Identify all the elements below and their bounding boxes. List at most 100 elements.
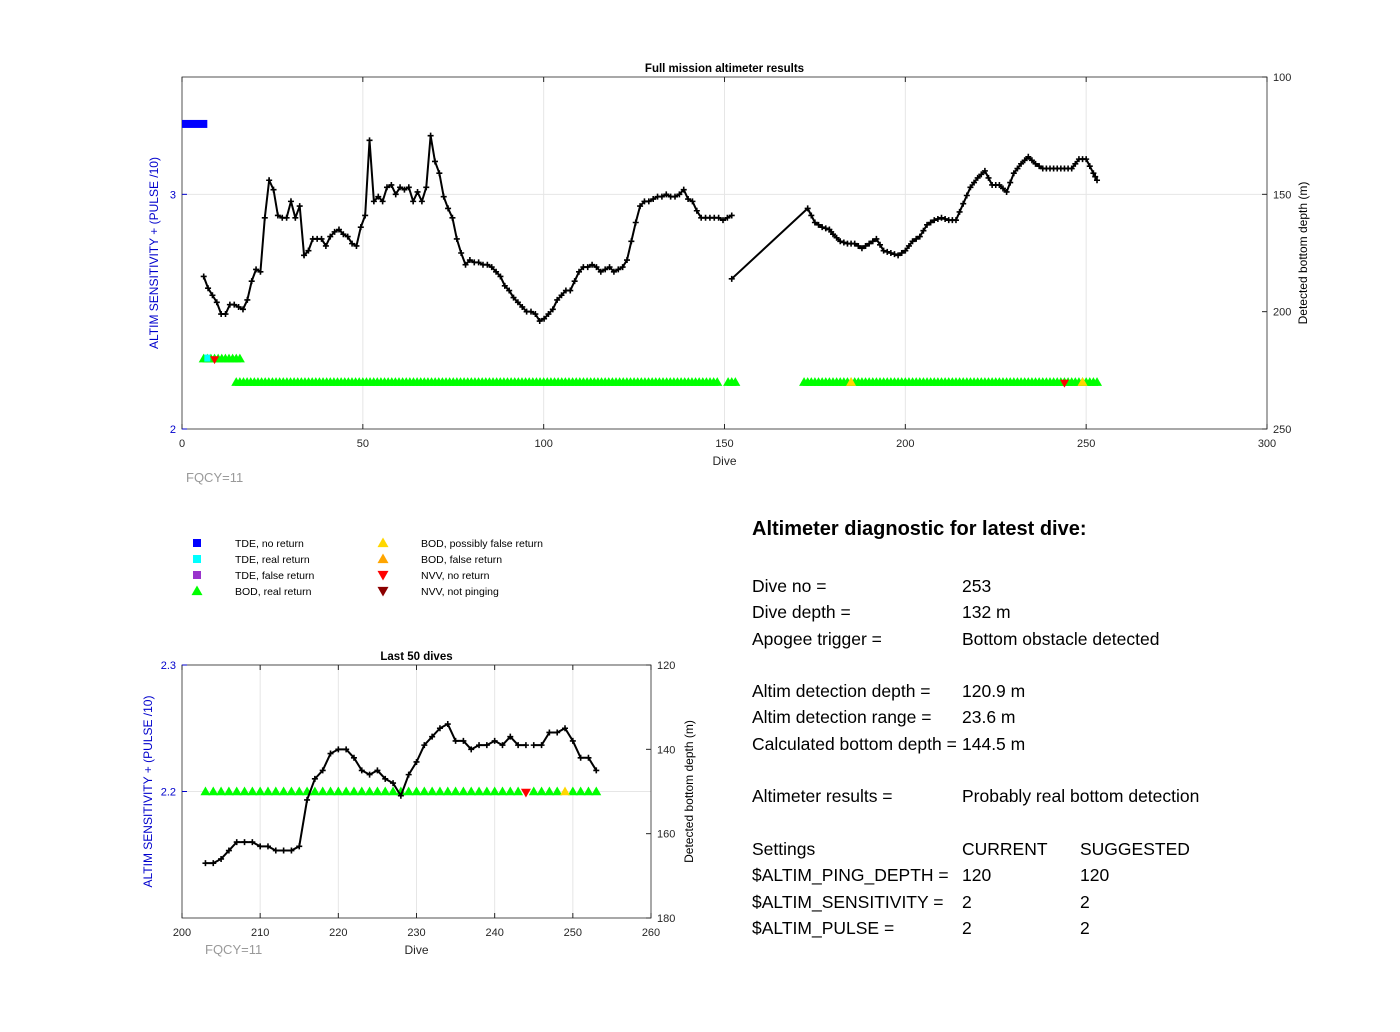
depth-point xyxy=(902,247,909,254)
bod-real-return-mark xyxy=(552,786,563,796)
depth-point xyxy=(916,233,923,240)
depth-point xyxy=(353,242,360,249)
diagnostic-value: 120 xyxy=(962,865,992,886)
bod-real-return-mark xyxy=(489,786,500,796)
fqcy-annotation: FQCY=11 xyxy=(205,942,262,957)
depth-point xyxy=(519,303,526,310)
diagnostic-value: CURRENT xyxy=(962,838,1048,859)
depth-point xyxy=(414,188,421,195)
depth-point xyxy=(554,729,561,736)
depth-point xyxy=(1083,156,1090,163)
depth-point xyxy=(248,278,255,285)
x-tick-label: 210 xyxy=(251,927,269,939)
depth-point xyxy=(319,767,326,774)
depth-point xyxy=(440,193,447,200)
depth-point xyxy=(296,843,303,850)
diagnostic-row: Altim detection depth = 120.9 m xyxy=(752,678,1352,704)
depth-point xyxy=(253,266,260,273)
depth-point xyxy=(410,198,417,205)
depth-point xyxy=(575,268,582,275)
depth-point xyxy=(1003,188,1010,195)
depth-point xyxy=(239,306,246,313)
depth-point xyxy=(390,780,397,787)
depth-point xyxy=(357,224,364,231)
depth-point xyxy=(462,261,469,268)
x-tick-label: 240 xyxy=(485,927,503,939)
diagnostic-title: Altimeter diagnostic for latest dive: xyxy=(752,518,1087,540)
depth-point xyxy=(405,184,412,191)
y-left-tick-label: 2.2 xyxy=(161,787,176,799)
diagnostic-label: Settings xyxy=(752,838,816,859)
depth-point xyxy=(577,754,584,761)
diagnostic-spacer xyxy=(752,652,1352,678)
bod-real-return-mark xyxy=(513,786,524,796)
depth-point xyxy=(429,733,436,740)
diagnostic-label: $ALTIM_SENSITIVITY = xyxy=(752,891,944,912)
bod-real-return-mark xyxy=(262,786,273,796)
diagnostic-value: 120.9 m xyxy=(962,681,1026,702)
depth-point xyxy=(1018,160,1025,167)
diagnostic-value: 144.5 m xyxy=(962,733,1026,754)
x-axis-label: Dive xyxy=(404,943,428,957)
depth-point xyxy=(522,742,529,749)
diagnostic-suggested-value: 2 xyxy=(1080,917,1090,938)
diagnostic-label: Dive no = xyxy=(752,576,827,596)
bod-real-return-mark xyxy=(442,786,453,796)
depth-point xyxy=(815,221,822,228)
depth-point xyxy=(658,193,665,200)
x-tick-label: 150 xyxy=(715,438,733,450)
depth-point xyxy=(822,225,829,232)
depth-point xyxy=(418,198,425,205)
depth-point xyxy=(202,860,209,867)
depth-point xyxy=(895,252,902,259)
diagnostic-value: 23.6 m xyxy=(962,707,1016,728)
depth-point xyxy=(491,737,498,744)
bod-real-return-mark xyxy=(208,786,219,796)
depth-point xyxy=(449,214,456,221)
depth-point xyxy=(266,177,273,184)
depth-point xyxy=(898,250,905,256)
legend-label: NVV, no return xyxy=(421,570,490,582)
diagnostic-suggested-value: SUGGESTED xyxy=(1080,838,1190,859)
depth-point xyxy=(296,203,303,210)
bod-real-return-mark xyxy=(567,786,578,796)
bod-real-return-mark xyxy=(364,786,375,796)
depth-point xyxy=(375,193,382,200)
x-tick-label: 50 xyxy=(357,438,369,450)
chart-title: Last 50 dives xyxy=(380,651,452,663)
bod-possibly-false-mark xyxy=(560,786,571,796)
legend-marker xyxy=(191,585,203,596)
depth-point xyxy=(685,196,692,203)
depth-point xyxy=(413,758,420,765)
depth-point xyxy=(728,275,735,282)
bod-real-return-mark xyxy=(317,786,328,796)
depth-point xyxy=(244,296,251,303)
depth-point xyxy=(436,170,443,177)
depth-point xyxy=(257,843,264,850)
depth-point xyxy=(397,184,404,191)
diagnostic-value: 132 m xyxy=(962,602,1011,623)
bod-real-return-mark xyxy=(1092,377,1103,386)
depth-point xyxy=(405,771,412,778)
depth-point xyxy=(1092,173,1099,180)
depth-point xyxy=(715,214,722,221)
depth-point xyxy=(672,193,679,200)
bod-possibly-false-mark xyxy=(846,377,857,386)
depth-point xyxy=(304,796,311,803)
depth-point xyxy=(862,242,869,249)
depth-point xyxy=(996,181,1003,188)
depth-point xyxy=(855,242,862,249)
depth-point xyxy=(645,198,652,205)
tde-real-return-mark xyxy=(204,354,211,362)
diagnostic-value: 253 xyxy=(962,576,992,596)
depth-point xyxy=(978,171,985,178)
depth-point xyxy=(483,742,490,749)
bod-real-return-mark xyxy=(309,786,320,796)
depth-point xyxy=(358,767,365,774)
depth-point xyxy=(421,742,428,749)
y-left-axis-label: ALTIM SENSITIVITY + (PULSE /10) xyxy=(147,157,161,349)
bod-real-return-mark xyxy=(481,786,492,796)
nvv-no-return-mark xyxy=(520,788,531,798)
depth-point xyxy=(349,240,356,247)
x-tick-label: 250 xyxy=(1077,438,1095,450)
